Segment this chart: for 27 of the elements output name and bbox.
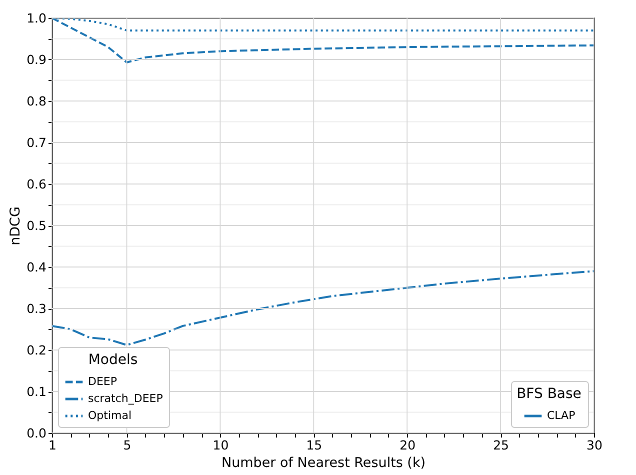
line-series bbox=[52, 270, 594, 346]
y-tick-label: 0.0 bbox=[26, 426, 47, 440]
annotation: BFS Base bbox=[516, 386, 582, 402]
x-tick-label: 10 bbox=[212, 438, 229, 452]
x-tick-label: 1 bbox=[48, 438, 56, 452]
y-tick-label: 0.5 bbox=[26, 218, 46, 233]
legend-label: Optimal bbox=[88, 409, 132, 422]
y-tick-label: 0.7 bbox=[26, 135, 46, 150]
x-tick-label: 5 bbox=[123, 438, 132, 452]
y-tick-label: 0.3 bbox=[26, 301, 46, 316]
y-tick-label: 0.9 bbox=[26, 52, 47, 67]
y-tick-label: 0.4 bbox=[26, 260, 47, 274]
x-tick-label: 15 bbox=[306, 438, 322, 452]
y-tick-label: 0.8 bbox=[26, 94, 47, 108]
legend-label: scratch_DEEP bbox=[88, 392, 164, 405]
legend-title: Models bbox=[88, 352, 138, 368]
y-tick-label: 0.2 bbox=[26, 342, 46, 358]
annotation: CLAP bbox=[547, 409, 576, 422]
x-tick-label: 25 bbox=[493, 438, 510, 452]
y-tick-label: 0.6 bbox=[26, 176, 47, 192]
legend-label: DEEP bbox=[88, 375, 118, 388]
x-tick-label: 30 bbox=[586, 438, 602, 452]
x-tick-label: 20 bbox=[400, 438, 416, 452]
y-axis-title: nDCG bbox=[8, 206, 24, 246]
x-axis-title: Number of Nearest Results (k) bbox=[221, 455, 426, 471]
y-tick-label: 0.1 bbox=[26, 384, 46, 399]
y-tick-label: 1.0 bbox=[26, 10, 47, 26]
